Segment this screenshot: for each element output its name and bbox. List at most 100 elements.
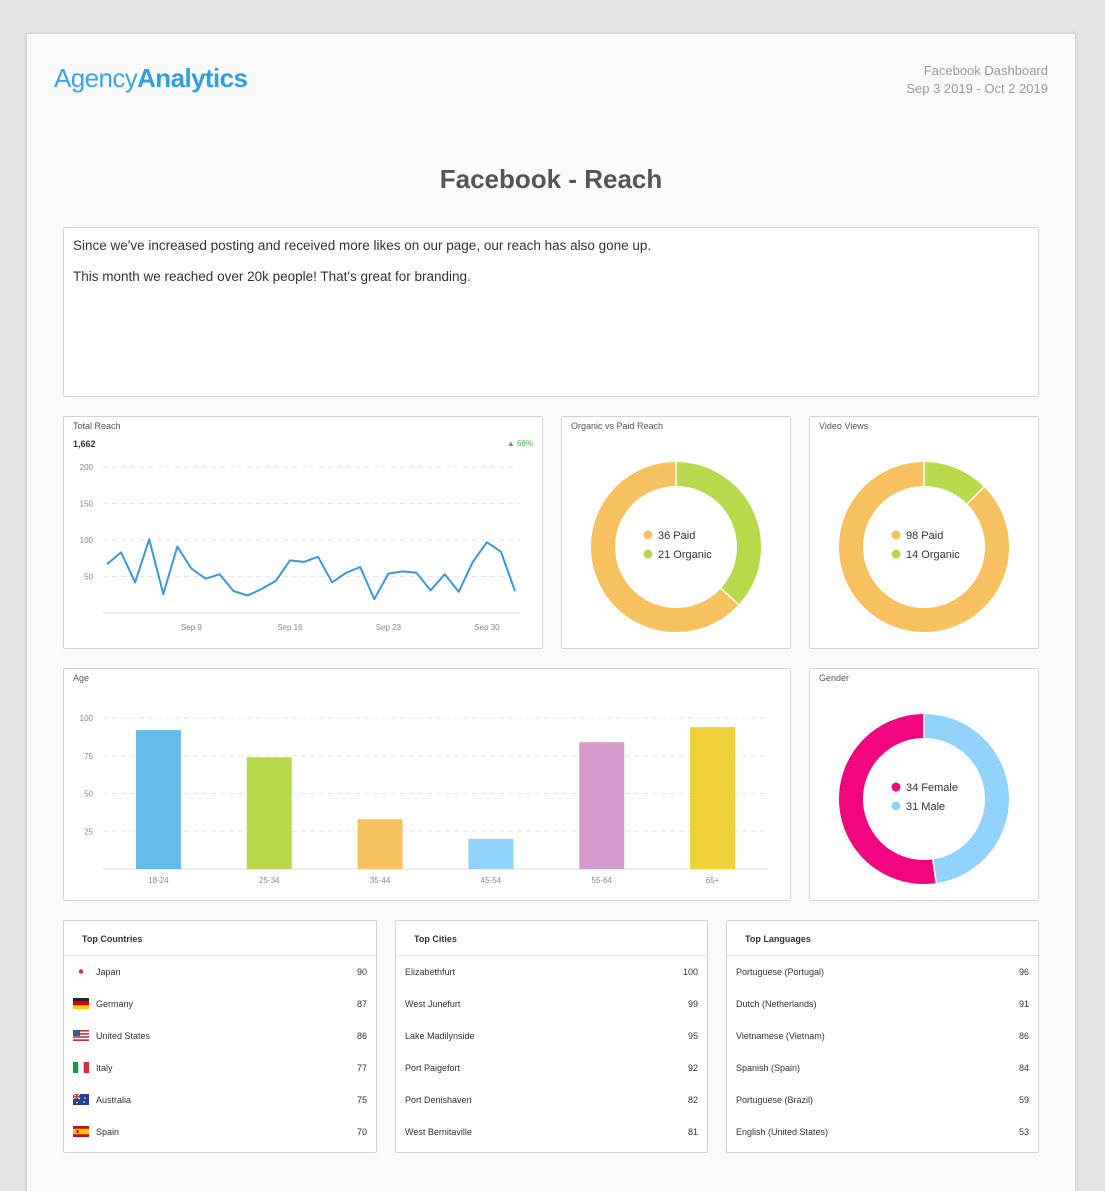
y-tick-label: 200: [80, 463, 94, 472]
legend-swatch: [891, 782, 901, 792]
row-value: 100: [682, 967, 698, 977]
row-value: 99: [687, 999, 698, 1009]
male-slice[interactable]: [923, 714, 1009, 884]
legend-label: 14 Organic: [906, 549, 960, 561]
x-tick-label: Sep 23: [376, 623, 402, 632]
arrow-up-icon: ▲: [506, 439, 515, 448]
x-tick-label: 65+: [706, 876, 720, 885]
x-tick-label: 18-24: [148, 876, 169, 885]
total-reach-line-chart: 50 100 150 200 Sep 9 Sep 16 Sep 23 Sep 30: [80, 463, 520, 632]
delta-value: 66%: [516, 439, 533, 448]
table-row: Port Paigefort 92: [396, 1052, 707, 1084]
row-label: Port Denishaven: [405, 1095, 472, 1105]
table-row: Vietnamese (Vietnam) 86: [727, 1020, 1038, 1052]
row-label: Port Paigefort: [405, 1063, 461, 1073]
gender-donut-chart: 34 Female 31 Male: [839, 713, 1009, 885]
total-reach-delta: ▲ 66%: [507, 439, 533, 448]
row-value: 92: [687, 1063, 698, 1073]
row-label: Portuguese (Brazil): [736, 1095, 814, 1105]
legend-label: 21 Organic: [658, 549, 712, 561]
legend-swatch: [891, 530, 901, 540]
legend-label: 36 Paid: [658, 530, 695, 542]
y-tick-label: 75: [84, 752, 93, 761]
table-body: Elizabethfurt 100 West Junefurt 99 Lake Madi…: [396, 956, 707, 1148]
legend-swatch: [891, 549, 901, 559]
widget-title: Gender: [819, 673, 850, 683]
australia-flag-icon: [73, 1094, 89, 1105]
row-value: 86: [356, 1031, 367, 1041]
paid-slice[interactable]: [839, 462, 1009, 632]
table-row: Lake Madilynside 95: [396, 1020, 707, 1052]
gender-widget: Gender 34 Female 31 Male: [809, 668, 1039, 901]
logo-light-text: Agency: [54, 63, 138, 93]
table-row: Elizabethfurt 100: [396, 956, 707, 988]
total-reach-value: 1,662: [73, 439, 96, 449]
x-tick-label: 45-54: [481, 876, 502, 885]
x-tick-label: 55-64: [592, 876, 613, 885]
report-header-info: Facebook Dashboard Sep 3 2019 - Oct 2 20…: [906, 62, 1048, 98]
agencyanalytics-logo[interactable]: AgencyAnalytics: [54, 63, 248, 94]
spain-flag-icon: [73, 1126, 89, 1137]
row-value: 70: [356, 1127, 367, 1137]
video-views-donut-chart: 98 Paid 14 Organic: [839, 461, 1009, 632]
y-tick-label: 100: [80, 536, 94, 545]
report-page: AgencyAnalytics Facebook Dashboard Sep 3…: [26, 33, 1076, 1191]
y-tick-label: 50: [84, 573, 93, 582]
row-value: 87: [356, 999, 367, 1009]
dashboard-name: Facebook Dashboard: [923, 63, 1048, 78]
table-title: Top Cities: [396, 921, 707, 956]
row-value: 96: [1018, 967, 1029, 977]
bar-25-34[interactable]: [246, 757, 292, 869]
notes-box: Since we've increased posting and receiv…: [63, 227, 1039, 397]
organic-slice[interactable]: [675, 462, 761, 605]
row-value: 81: [687, 1127, 698, 1137]
bar-18-24[interactable]: [135, 730, 181, 869]
bar-55-64[interactable]: [579, 742, 625, 869]
bar-35-44[interactable]: [357, 819, 403, 869]
row-label: Elizabethfurt: [405, 967, 456, 977]
paid-slice[interactable]: [591, 462, 739, 632]
top-cities-table: Top Cities Elizabethfurt 100 West Junefurt…: [395, 920, 708, 1153]
y-tick-label: 25: [84, 827, 93, 836]
note-line-2: This month we reached over 20k people! T…: [73, 269, 471, 284]
organic-slice[interactable]: [923, 462, 985, 505]
japan-flag-icon: [73, 966, 89, 977]
top-languages-table: Top Languages Portuguese (Portugal) 96 Dut…: [726, 920, 1039, 1153]
row-value: 84: [1018, 1063, 1029, 1073]
female-slice[interactable]: [839, 714, 937, 884]
row-value: 95: [687, 1031, 698, 1041]
bar-65+[interactable]: [690, 727, 736, 869]
row-value: 75: [356, 1095, 367, 1105]
x-tick-label: Sep 16: [277, 623, 303, 632]
legend-label: 34 Female: [906, 782, 958, 794]
slice-separator: [931, 858, 938, 885]
row-label: Portuguese (Portugal): [736, 967, 825, 977]
row-label: Spanish (Spain): [736, 1063, 801, 1073]
table-row: Australia 75: [64, 1084, 376, 1116]
table-row: West Bernitaville 81: [396, 1116, 707, 1148]
bar-45-54[interactable]: [468, 838, 514, 869]
slice-separator: [965, 485, 986, 506]
row-label: West Junefurt: [405, 999, 461, 1009]
table-row: Spanish (Spain) 84: [727, 1052, 1038, 1084]
table-row: Germany 87: [64, 988, 376, 1020]
legend-swatch: [891, 801, 901, 811]
row-label: English (United States): [736, 1127, 829, 1137]
table-body: Japan 90 Germany 87 United States 86 Italy 77 Au…: [64, 956, 376, 1148]
age-bar-chart: 25 50 75 100 18-24 25-34 35-44 45-54 55-64 65+: [80, 714, 768, 885]
y-tick-label: 100: [80, 714, 94, 723]
table-row: Japan 90: [64, 956, 376, 988]
x-tick-label: 25-34: [259, 876, 280, 885]
row-value: 91: [1018, 999, 1029, 1009]
row-label: Australia: [96, 1095, 132, 1105]
note-line-1: Since we've increased posting and receiv…: [73, 238, 652, 253]
x-tick-label: 35-44: [370, 876, 391, 885]
table-title: Top Countries: [64, 921, 376, 956]
logo-bold-text: Analytics: [137, 63, 248, 93]
table-row: Portuguese (Brazil) 59: [727, 1084, 1038, 1116]
y-tick-label: 50: [84, 790, 93, 799]
row-label: Vietnamese (Vietnam): [736, 1031, 825, 1041]
germany-flag-icon: [73, 998, 89, 1009]
table-row: Portuguese (Portugal) 96: [727, 956, 1038, 988]
row-value: 53: [1018, 1127, 1029, 1137]
